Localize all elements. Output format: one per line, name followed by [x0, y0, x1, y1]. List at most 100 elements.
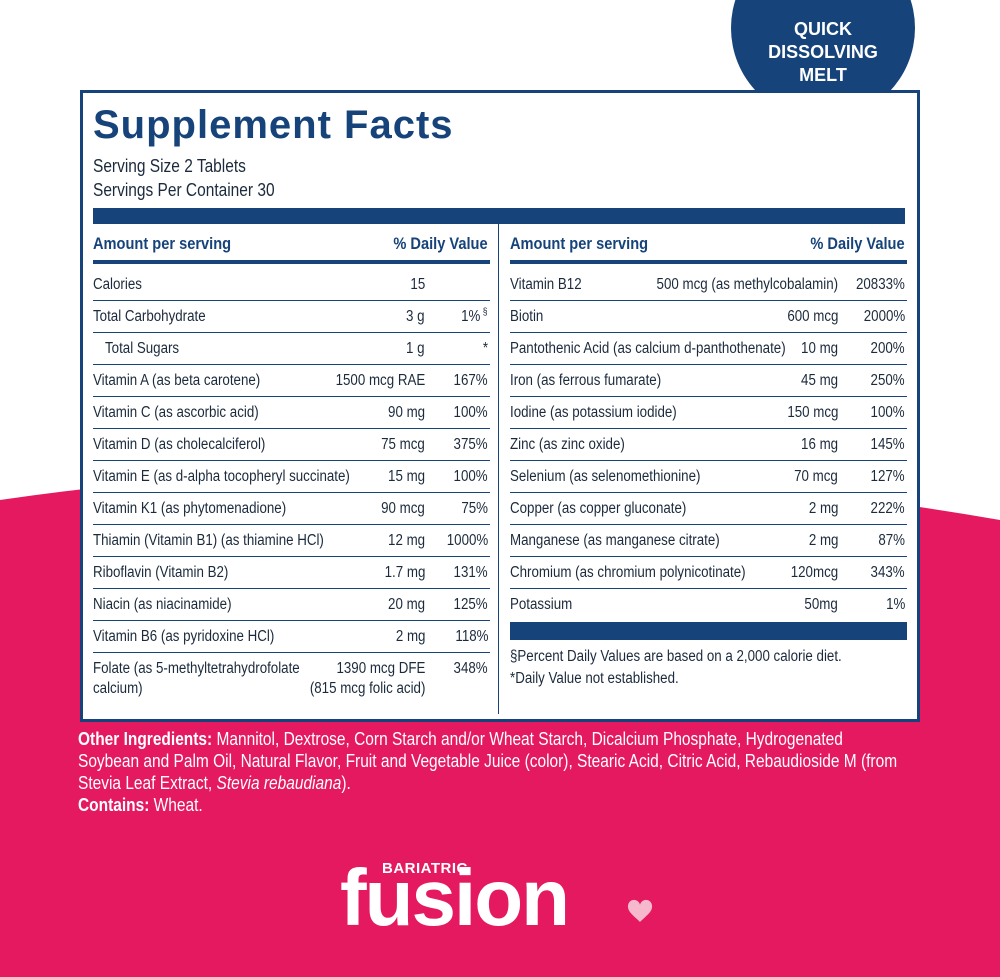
daily-value: 100% [870, 404, 905, 421]
rule [93, 364, 490, 365]
rule [510, 396, 907, 397]
nutrient-amount: 50mg [804, 596, 838, 613]
nutrient-amount: 15 mg [387, 468, 425, 485]
ingredients-italic: Stevia rebaudiana [216, 773, 342, 793]
rule [93, 652, 490, 653]
dv-note: § [483, 307, 488, 318]
facts-panel [80, 90, 920, 722]
daily-value: 250% [870, 372, 905, 389]
serving-size: Serving Size 2 Tablets [93, 156, 246, 176]
servings-per-container: Servings Per Container 30 [93, 180, 275, 200]
nutrient-amount: 1.7 mg [384, 564, 425, 581]
daily-value: 1000% [446, 532, 488, 549]
rule [93, 332, 490, 333]
footnote: §Percent Daily Values are based on a 2,0… [510, 648, 842, 665]
nutrient-name: Vitamin D (as cholecalciferol) [93, 436, 266, 453]
nutrient-name: Potassium [510, 596, 573, 613]
daily-value: 375% [453, 436, 488, 453]
daily-value: 167% [453, 372, 488, 389]
nutrient-name: Vitamin B6 (as pyridoxine HCl) [93, 628, 275, 645]
nutrient-amount: 90 mg [387, 404, 425, 421]
daily-value: 2000% [863, 308, 905, 325]
daily-value: 127% [870, 468, 905, 485]
nutrient-amount: 12 mg [387, 532, 425, 549]
rule [93, 556, 490, 557]
daily-value: 1% [460, 308, 480, 325]
nutrient-name: Total Sugars [105, 340, 180, 357]
rule [510, 492, 907, 493]
nutrient-amount: 2 mg [808, 500, 838, 517]
rule [510, 588, 907, 589]
rule [510, 364, 907, 365]
rule [93, 396, 490, 397]
rule [93, 620, 490, 621]
nutrient-name: Manganese (as manganese citrate) [510, 532, 720, 549]
ingredients-text: Mannitol, Dextrose, Corn Starch and/or W… [78, 729, 898, 793]
nutrient-name: Vitamin C (as ascorbic acid) [93, 404, 259, 421]
daily-value: 87% [878, 532, 905, 549]
nutrient-name: Chromium (as chromium polynicotinate) [510, 564, 746, 581]
nutrient-name: Vitamin K1 (as phytomenadione) [93, 500, 287, 517]
rule [510, 524, 907, 525]
nutrient-name: calcium) [93, 680, 143, 697]
ingredients-label: Other Ingredients: [78, 729, 213, 749]
rule [93, 524, 490, 525]
contains-text: Wheat. [149, 795, 203, 815]
daily-value: * [482, 340, 488, 357]
header-dv: % Daily Value [810, 234, 905, 253]
rule [510, 622, 907, 640]
rule [510, 460, 907, 461]
daily-value: 125% [453, 596, 488, 613]
nutrient-amount: 600 mcg [786, 308, 838, 325]
daily-value: 100% [453, 468, 488, 485]
rule [93, 492, 490, 493]
rule [510, 332, 907, 333]
nutrient-amount: 1390 mcg DFE [336, 660, 425, 677]
daily-value: 100% [453, 404, 488, 421]
footnote: *Daily Value not established. [510, 670, 679, 687]
nutrient-name: Niacin (as niacinamide) [93, 596, 232, 613]
daily-value: 75% [461, 500, 488, 517]
daily-value: 1% [885, 596, 905, 613]
nutrient-amount: 70 mcg [794, 468, 838, 485]
nutrient-amount: 500 mcg (as methylcobalamin) [656, 276, 838, 293]
header-dv: % Daily Value [393, 234, 488, 253]
nutrient-name: Folate (as 5-methyltetrahydrofolate [93, 660, 300, 677]
nutrient-amount: 20 mg [387, 596, 425, 613]
rule [93, 588, 490, 589]
nutrient-name: Selenium (as selenomethionine) [510, 468, 701, 485]
rule [498, 224, 499, 714]
nutrient-amount: 120mcg [790, 564, 838, 581]
nutrient-amount: 150 mcg [786, 404, 838, 421]
nutrient-amount: 10 mg [800, 340, 838, 357]
badge-line: DISSOLVING [768, 42, 878, 62]
nutrient-amount: (815 mcg folic acid) [309, 680, 425, 697]
nutrient-name: Total Carbohydrate [93, 308, 206, 325]
nutrient-name: Zinc (as zinc oxide) [510, 436, 625, 453]
rule [510, 300, 907, 301]
rule [510, 556, 907, 557]
nutrient-name: Pantothenic Acid (as calcium d-panthothe… [510, 340, 786, 357]
badge-line: QUICK [794, 19, 852, 39]
daily-value: 118% [454, 628, 488, 645]
rule [93, 260, 490, 264]
rule [93, 428, 490, 429]
ingredients: Other Ingredients: Mannitol, Dextrose, C… [78, 728, 904, 816]
nutrient-amount: 2 mg [808, 532, 838, 549]
nutrient-name: Biotin [510, 308, 544, 325]
daily-value: 145% [870, 436, 905, 453]
daily-value: 348% [453, 660, 488, 677]
nutrient-name: Vitamin E (as d-alpha tocopheryl succina… [93, 468, 350, 485]
daily-value: 131% [453, 564, 488, 581]
nutrient-amount: 3 g [406, 308, 425, 325]
nutrient-amount: 1 g [406, 340, 425, 357]
badge-line: MELT [799, 65, 847, 85]
header-amount: Amount per serving [510, 234, 649, 253]
nutrient-amount: 90 mcg [381, 500, 425, 517]
nutrient-amount: 15 [410, 276, 425, 293]
nutrient-amount: 75 mcg [381, 436, 425, 453]
rule [93, 300, 490, 301]
ingredients-end: ). [341, 773, 351, 793]
header-amount: Amount per serving [93, 234, 232, 253]
